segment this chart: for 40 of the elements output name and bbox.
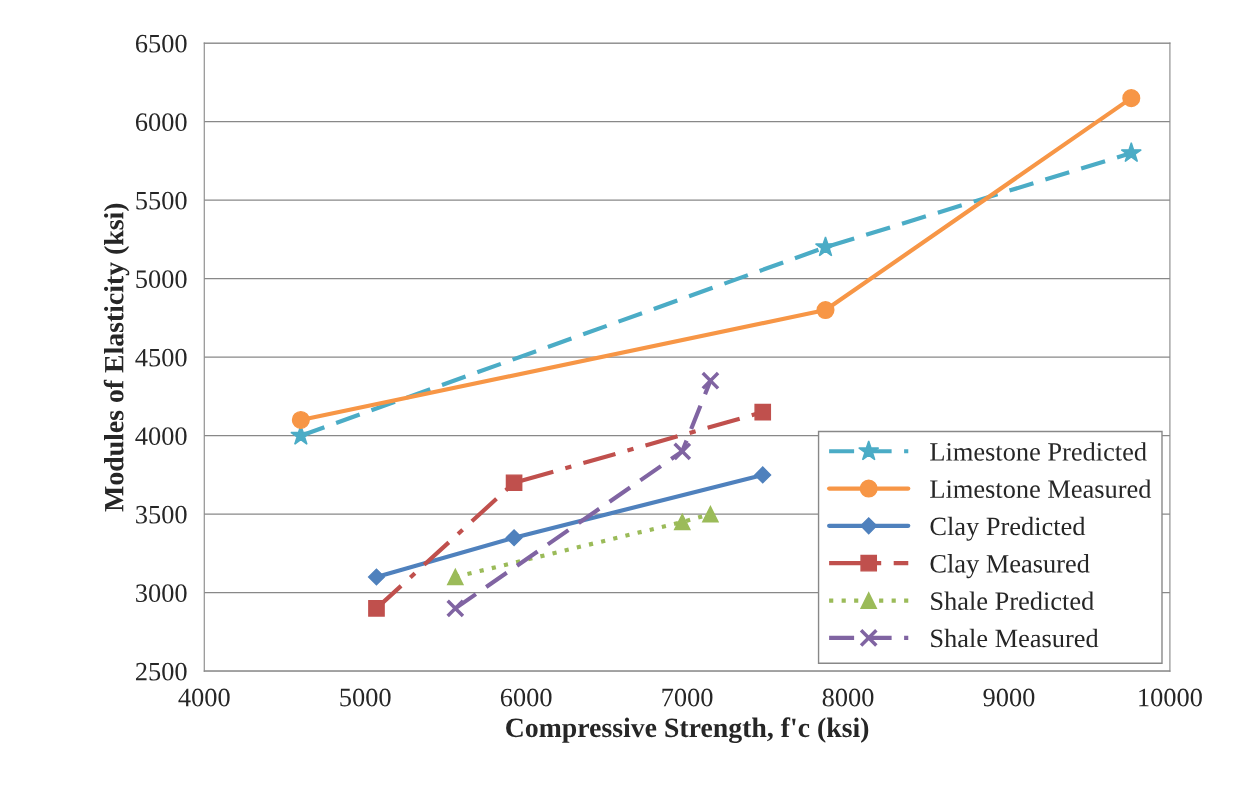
- y-tick-label: 2500: [135, 662, 187, 681]
- point: [673, 513, 691, 531]
- legend-label: Limestone Measured: [930, 479, 1152, 499]
- legend-label: Shale Predicted: [931, 591, 1094, 611]
- x-tick-label: 6000: [500, 688, 552, 707]
- legend-label: Limestone Predicted: [930, 442, 1147, 461]
- x-tick-label: 9000: [983, 688, 1035, 707]
- point: [816, 301, 835, 320]
- point: [505, 474, 523, 492]
- point: [1122, 89, 1141, 108]
- point: [672, 442, 692, 461]
- x-tick-label: 10000: [1139, 688, 1202, 707]
- x-tick-label: 5000: [340, 688, 391, 707]
- y-axis-title: Modules of Elasticity (ksi): [103, 203, 130, 512]
- x-tick-label: 4000: [178, 688, 230, 707]
- point: [367, 568, 386, 586]
- y-tick-label: 4000: [135, 427, 187, 446]
- point: [505, 529, 523, 547]
- point: [754, 403, 772, 421]
- legend-label: Clay Predicted: [930, 516, 1086, 541]
- point: [754, 466, 772, 484]
- point: [291, 410, 310, 430]
- legend-label: Clay Measured: [930, 554, 1090, 579]
- x-axis-title: Compressive Strength, f'c (ksi): [506, 717, 869, 744]
- point: [447, 568, 464, 586]
- y-tick-label: 6500: [135, 34, 187, 53]
- y-tick-label: 6000: [135, 113, 187, 132]
- point: [445, 599, 465, 618]
- y-tick-label: 3500: [136, 505, 187, 524]
- point: [1120, 141, 1142, 163]
- y-tick-label: 4500: [135, 348, 187, 367]
- y-tick-label: 5500: [136, 191, 187, 210]
- x-tick-label: 7000: [662, 688, 713, 707]
- x-tick-label: 8000: [822, 688, 874, 707]
- point: [368, 600, 385, 617]
- legend-label: Shale Measured: [931, 628, 1099, 648]
- y-tick-label: 3000: [136, 584, 187, 603]
- point: [702, 505, 719, 523]
- y-tick-label: 5000: [136, 270, 187, 289]
- point: [701, 371, 720, 391]
